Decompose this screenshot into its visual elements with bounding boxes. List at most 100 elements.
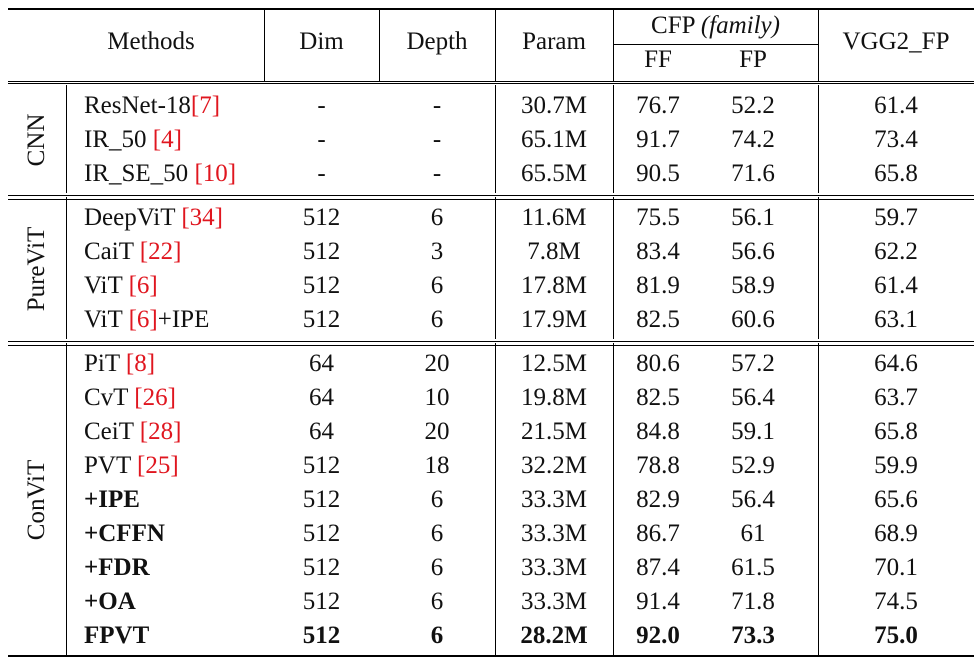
method-label: IR_50 — [84, 126, 153, 153]
depth-value: 6 — [430, 588, 444, 615]
citation-link[interactable]: [25] — [137, 452, 179, 479]
cfp-ff-value: 86.7 — [636, 520, 680, 547]
cfp-ff-value: 75.5 — [636, 204, 680, 231]
cfp-fp-value: 56.4 — [731, 486, 775, 513]
dim-value: 512 — [302, 272, 341, 299]
citation-link[interactable]: [34] — [181, 204, 223, 231]
method-label: +IPE — [84, 486, 140, 513]
method-label: CaiT — [84, 238, 140, 265]
citation-link[interactable]: [8] — [125, 350, 156, 377]
citation-link[interactable]: [7] — [190, 92, 221, 119]
citation-link[interactable]: [6] — [128, 306, 158, 333]
group-column-divider — [495, 343, 496, 655]
depth-value: 6 — [430, 622, 444, 649]
citation-link[interactable]: [26] — [134, 384, 176, 411]
citation-link[interactable]: [4] — [152, 126, 182, 153]
cfp-fp-value: 71.6 — [731, 160, 775, 187]
header-depth: Depth — [406, 28, 468, 55]
citation-link[interactable]: [10] — [194, 160, 237, 187]
vgg2-fp-value: 64.6 — [874, 350, 918, 377]
cfp-fp-value: 56.1 — [731, 204, 775, 231]
method-label: CvT — [84, 384, 135, 411]
depth-value: 18 — [424, 452, 450, 479]
param-value: 33.3M — [521, 486, 587, 513]
method-name: IR_50 [4] — [84, 123, 264, 157]
cfp-ff-value: 82.5 — [636, 384, 680, 411]
header-cfp-family: (family) — [700, 12, 780, 39]
cfp-ff-value: 78.8 — [636, 452, 680, 479]
method-label: DeepViT — [84, 204, 182, 231]
method-label: +CFFN — [84, 520, 165, 547]
cfp-ff-value: 84.8 — [636, 418, 680, 445]
header-fp: FP — [739, 46, 767, 73]
depth-value: 6 — [430, 204, 444, 231]
group-column-divider — [818, 85, 819, 193]
vgg2-fp-value: 61.4 — [874, 272, 918, 299]
citation-link[interactable]: [28] — [139, 418, 182, 445]
cfp-fp-value: 61.5 — [731, 554, 775, 581]
header-methods: Methods — [107, 28, 195, 55]
dim-value: 512 — [302, 520, 341, 547]
param-value: 33.3M — [521, 520, 587, 547]
cfp-ff-value: 91.7 — [636, 126, 680, 153]
cfp-ff-value: 80.6 — [636, 350, 680, 377]
vgg2-fp-value: 75.0 — [874, 622, 918, 649]
cfp-ff-value: 82.9 — [636, 486, 680, 513]
param-value: 11.6M — [521, 204, 587, 231]
group-rule — [8, 195, 974, 196]
header-cfp-label: CFP — [651, 12, 695, 39]
cfp-fp-value: 52.2 — [731, 92, 775, 119]
dim-value: 64 — [309, 418, 334, 445]
vgg2-fp-value: 61.4 — [874, 92, 918, 119]
citation-link[interactable]: [6] — [128, 272, 158, 299]
cfp-fp-value: 60.6 — [731, 306, 775, 333]
depth-value: 10 — [424, 384, 450, 411]
vgg2-fp-value: 65.8 — [874, 160, 918, 187]
vgg2-fp-value: 62.2 — [874, 238, 918, 265]
depth-value: - — [432, 160, 442, 187]
header-rule — [8, 81, 974, 82]
method-name: ResNet-18[7] — [84, 89, 264, 123]
param-value: 65.1M — [521, 126, 587, 153]
param-value: 21.5M — [521, 418, 587, 445]
dim-value: - — [317, 160, 326, 187]
param-value: 17.8M — [521, 272, 587, 299]
header-column-divider — [495, 8, 496, 81]
cfp-fp-value: 58.9 — [731, 272, 775, 299]
citation-link[interactable]: [22] — [139, 238, 182, 265]
header-column-divider — [818, 8, 819, 81]
group-rule — [8, 341, 974, 342]
header-column-divider — [264, 8, 265, 81]
depth-value: 20 — [424, 350, 450, 377]
dim-value: 512 — [302, 554, 341, 581]
group-label: PureViT — [23, 226, 50, 312]
top-rule — [8, 8, 974, 10]
dim-value: 512 — [302, 486, 341, 513]
cfp-fp-value: 74.2 — [731, 126, 775, 153]
group-column-divider — [66, 197, 67, 339]
cfp-ff-value: 82.5 — [636, 306, 680, 333]
header-cfp: CFP (family) — [613, 9, 818, 43]
cfp-fp-value: 52.9 — [731, 452, 775, 479]
param-value: 33.3M — [521, 554, 587, 581]
cfp-ff-value: 76.7 — [636, 92, 680, 119]
dim-value: 512 — [302, 622, 341, 649]
dim-value: 512 — [302, 204, 341, 231]
vgg2-fp-value: 59.7 — [874, 204, 918, 231]
depth-value: 6 — [430, 520, 444, 547]
cfp-fp-value: 71.8 — [731, 588, 775, 615]
vgg2-fp-value: 65.8 — [874, 418, 918, 445]
method-name: ViT [6]+IPE — [84, 303, 264, 337]
dim-value: 512 — [302, 452, 341, 479]
vgg2-fp-value: 63.7 — [874, 384, 918, 411]
cfp-fp-value: 59.1 — [731, 418, 775, 445]
vgg2-fp-value: 63.1 — [874, 306, 918, 333]
dim-value: 512 — [302, 588, 341, 615]
group-column-divider — [66, 85, 67, 193]
group-column-divider — [66, 343, 67, 655]
method-name: FPVT — [84, 619, 264, 653]
depth-value: 6 — [430, 272, 444, 299]
vgg2-fp-value: 70.1 — [874, 554, 918, 581]
method-name: +FDR — [84, 551, 264, 585]
header-column-divider — [379, 8, 380, 81]
